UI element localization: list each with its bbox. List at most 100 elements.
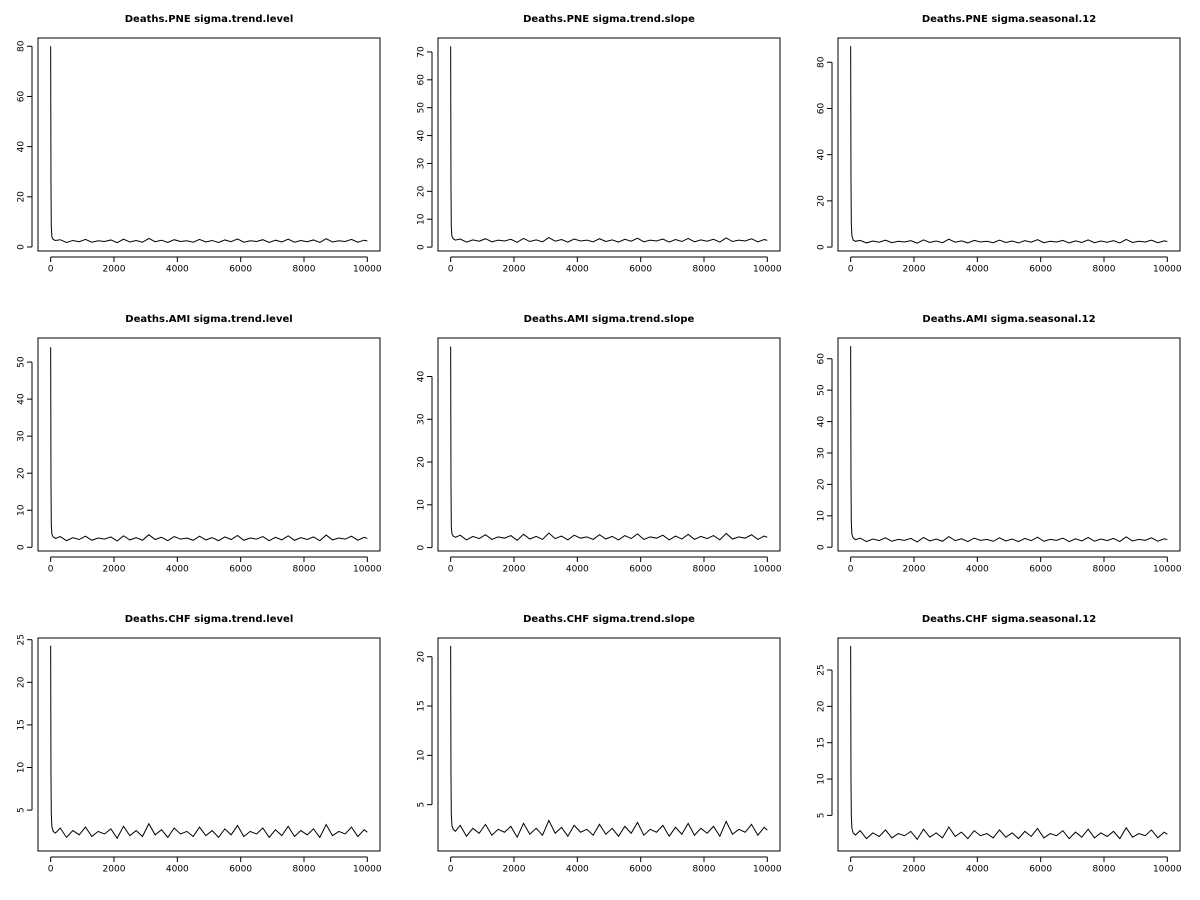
- y-tick-label: 5: [17, 807, 27, 813]
- y-tick-label: 10: [417, 749, 427, 761]
- x-tick-label: 2000: [103, 865, 126, 875]
- y-tick-label: 5: [817, 813, 827, 819]
- x-tick-label: 4000: [566, 865, 589, 875]
- y-tick-label: 0: [817, 544, 827, 550]
- y-tick-label: 0: [417, 544, 427, 550]
- chart-title: Deaths.PNE sigma.trend.slope: [523, 14, 695, 25]
- y-tick-label: 20: [17, 676, 27, 688]
- y-tick-label: 80: [817, 56, 827, 68]
- x-tick-label: 10000: [353, 565, 382, 575]
- y-tick-label: 40: [417, 370, 427, 382]
- x-tick-label: 0: [448, 565, 454, 575]
- plot-frame: [837, 337, 1181, 552]
- y-tick-label: 50: [417, 102, 427, 114]
- x-tick-label: 6000: [1029, 265, 1052, 275]
- x-tick-label: 4000: [566, 265, 589, 275]
- chart-title: Deaths.CHF sigma.seasonal.12: [922, 614, 1096, 625]
- x-tick-label: 10000: [1153, 565, 1182, 575]
- x-tick-label: 4000: [966, 865, 989, 875]
- x-tick-label: 2000: [503, 265, 526, 275]
- x-tick-label: 8000: [293, 565, 316, 575]
- y-tick-label: 60: [817, 102, 827, 114]
- y-tick-label: 20: [417, 185, 427, 197]
- x-tick-label: 0: [48, 865, 54, 875]
- chart-title: Deaths.AMI sigma.trend.slope: [524, 314, 695, 325]
- trace-line: [50, 46, 368, 244]
- x-tick-label: 6000: [629, 565, 652, 575]
- x-tick-label: 2000: [903, 865, 926, 875]
- y-tick-label: 10: [417, 499, 427, 511]
- trace-line: [50, 645, 368, 840]
- x-tick-label: 2000: [503, 565, 526, 575]
- x-tick-label: 8000: [293, 865, 316, 875]
- x-tick-label: 2000: [503, 865, 526, 875]
- y-tick-label: 80: [17, 40, 27, 52]
- y-tick-label: 0: [817, 244, 827, 250]
- x-tick-label: 6000: [629, 865, 652, 875]
- plot-frame: [37, 37, 381, 252]
- y-tick-label: 60: [817, 353, 827, 365]
- x-tick-label: 4000: [966, 265, 989, 275]
- x-tick-label: 0: [48, 565, 54, 575]
- y-tick-label: 15: [417, 700, 427, 711]
- x-tick-label: 8000: [1093, 265, 1116, 275]
- chart-title: Deaths.AMI sigma.trend.level: [125, 314, 292, 325]
- y-tick-label: 40: [17, 393, 27, 405]
- y-tick-label: 50: [17, 356, 27, 368]
- x-tick-label: 8000: [693, 265, 716, 275]
- y-tick-label: 20: [817, 700, 827, 712]
- y-tick-label: 30: [817, 447, 827, 459]
- chart-title: Deaths.CHF sigma.trend.slope: [523, 614, 695, 625]
- x-tick-label: 10000: [753, 565, 782, 575]
- x-tick-label: 6000: [229, 865, 252, 875]
- x-tick-label: 6000: [229, 265, 252, 275]
- y-tick-label: 20: [417, 456, 427, 468]
- x-tick-label: 4000: [166, 865, 189, 875]
- chart-title: Deaths.CHF sigma.trend.level: [125, 614, 294, 625]
- plot-frame: [437, 337, 781, 552]
- chart-title: Deaths.PNE sigma.seasonal.12: [922, 14, 1096, 25]
- y-tick-label: 20: [17, 191, 27, 203]
- x-tick-label: 4000: [966, 565, 989, 575]
- x-tick-label: 10000: [753, 865, 782, 875]
- y-tick-label: 10: [817, 510, 827, 522]
- x-tick-label: 0: [848, 565, 854, 575]
- x-tick-label: 6000: [229, 565, 252, 575]
- y-tick-label: 25: [17, 634, 27, 645]
- y-tick-label: 40: [817, 416, 827, 428]
- x-tick-label: 0: [848, 265, 854, 275]
- y-tick-label: 70: [417, 46, 427, 58]
- plot-frame: [437, 637, 781, 852]
- y-tick-label: 40: [417, 130, 427, 142]
- x-tick-label: 10000: [353, 265, 382, 275]
- x-tick-label: 8000: [693, 565, 716, 575]
- y-tick-label: 30: [417, 413, 427, 425]
- x-tick-label: 6000: [629, 265, 652, 275]
- trace-line: [450, 645, 768, 839]
- y-tick-label: 20: [817, 195, 827, 207]
- trace-line: [450, 346, 768, 541]
- y-tick-label: 10: [17, 762, 27, 774]
- x-tick-label: 6000: [1029, 565, 1052, 575]
- plot-frame: [37, 337, 381, 552]
- y-tick-label: 60: [417, 74, 427, 86]
- y-tick-label: 0: [417, 244, 427, 250]
- x-tick-label: 10000: [1153, 865, 1182, 875]
- y-tick-label: 60: [17, 90, 27, 102]
- y-tick-label: 15: [817, 737, 827, 748]
- x-tick-label: 8000: [1093, 865, 1116, 875]
- x-tick-label: 6000: [1029, 865, 1052, 875]
- x-tick-label: 0: [48, 265, 54, 275]
- x-tick-label: 10000: [1153, 265, 1182, 275]
- trace-line: [450, 46, 768, 243]
- plot-frame: [837, 37, 1181, 252]
- plot-frame: [837, 637, 1181, 852]
- y-tick-label: 20: [417, 651, 427, 663]
- y-tick-label: 20: [17, 467, 27, 479]
- x-tick-label: 2000: [103, 265, 126, 275]
- x-tick-label: 0: [448, 865, 454, 875]
- x-tick-label: 10000: [353, 865, 382, 875]
- trace-line: [850, 346, 1168, 543]
